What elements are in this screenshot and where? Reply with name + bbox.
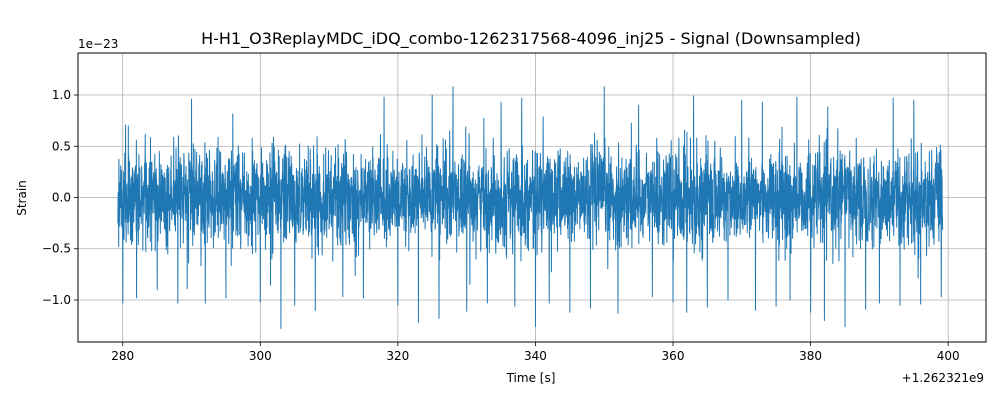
x-axis: 280 300 320 340 360 380 400 bbox=[111, 342, 960, 363]
y-axis: −1.0 −0.5 0.0 0.5 1.0 bbox=[42, 88, 78, 307]
y-tick-label: −0.5 bbox=[42, 242, 71, 256]
x-axis-label: Time [s] bbox=[506, 371, 556, 385]
x-tick-label: 340 bbox=[524, 349, 547, 363]
plot-area bbox=[117, 86, 944, 330]
y-tick-label: −1.0 bbox=[42, 293, 71, 307]
x-tick-label: 300 bbox=[249, 349, 272, 363]
series-line bbox=[117, 86, 944, 330]
x-tick-label: 320 bbox=[386, 349, 409, 363]
y-tick-label: 0.5 bbox=[52, 139, 71, 153]
y-axis-label: Strain bbox=[15, 180, 29, 216]
x-offset-label: +1.262321e9 bbox=[902, 371, 984, 385]
x-tick-label: 400 bbox=[937, 349, 960, 363]
x-tick-label: 360 bbox=[662, 349, 685, 363]
y-scale-label: 1e−23 bbox=[78, 37, 118, 51]
x-tick-label: 280 bbox=[111, 349, 134, 363]
y-tick-label: 0.0 bbox=[52, 191, 71, 205]
x-tick-label: 380 bbox=[799, 349, 822, 363]
y-tick-label: 1.0 bbox=[52, 88, 71, 102]
chart-title: H-H1_O3ReplayMDC_iDQ_combo-1262317568-40… bbox=[201, 29, 861, 49]
